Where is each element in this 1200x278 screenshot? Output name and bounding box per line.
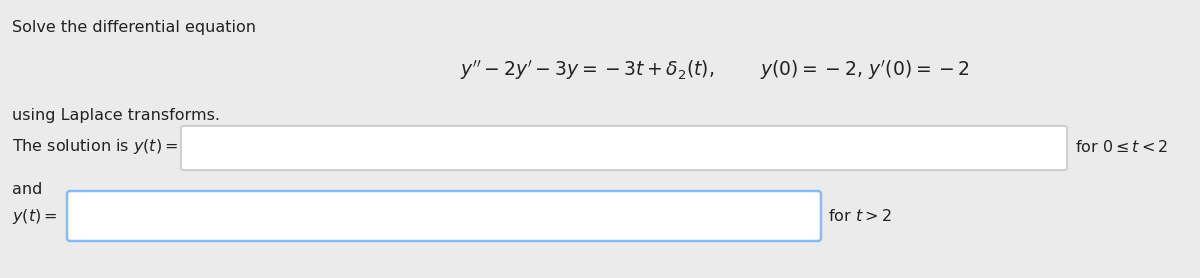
- Text: The solution is $y(t) =$: The solution is $y(t) =$: [12, 138, 179, 157]
- Text: $y'' - 2y' - 3y = -3t + \delta_2(t),$: $y'' - 2y' - 3y = -3t + \delta_2(t),$: [460, 58, 714, 82]
- Text: Solve the differential equation: Solve the differential equation: [12, 20, 256, 35]
- Text: $y(0) = -2,\, y'(0) = -2$: $y(0) = -2,\, y'(0) = -2$: [760, 58, 970, 82]
- Text: $y(t) =$: $y(t) =$: [12, 207, 58, 225]
- Text: for $0 \leq t < 2$: for $0 \leq t < 2$: [1075, 139, 1169, 155]
- Text: and: and: [12, 182, 42, 197]
- Text: for $t > 2$: for $t > 2$: [828, 208, 892, 224]
- FancyBboxPatch shape: [67, 191, 821, 241]
- Text: using Laplace transforms.: using Laplace transforms.: [12, 108, 220, 123]
- FancyBboxPatch shape: [181, 126, 1067, 170]
